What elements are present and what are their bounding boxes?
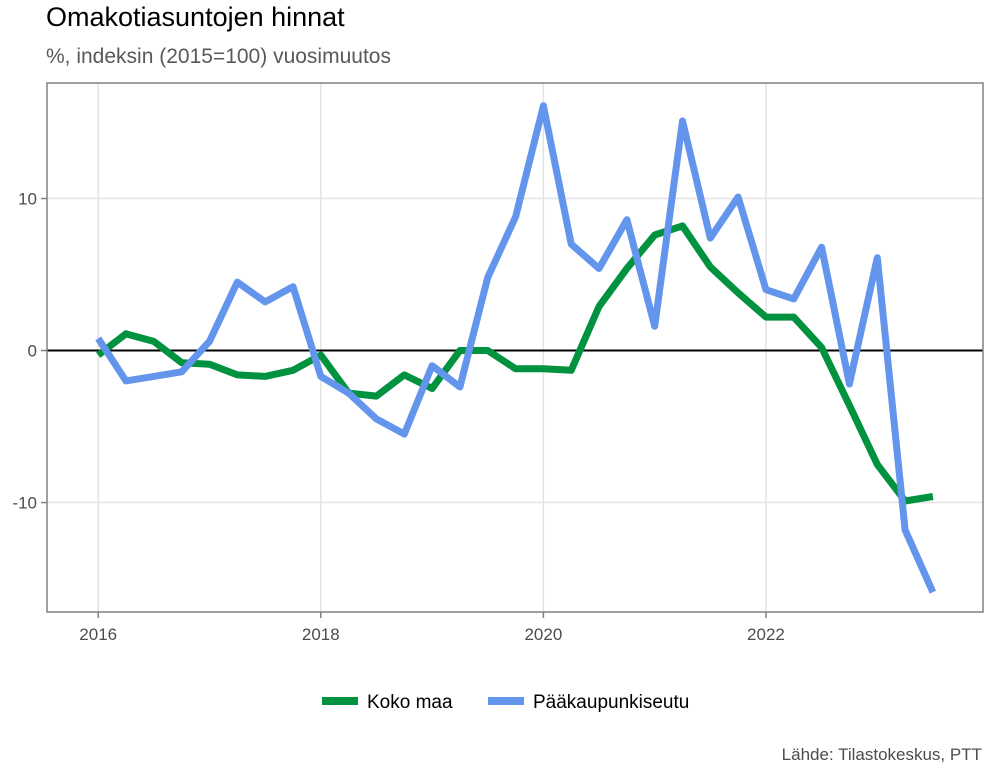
series-lines <box>95 102 937 594</box>
y-axis: -10 0 10 <box>12 190 47 513</box>
chart-title: Omakotiasuntojen hinnat <box>46 2 345 32</box>
x-tick-label: 2016 <box>79 625 117 644</box>
x-tick-label: 2022 <box>747 625 785 644</box>
series-line-2 <box>95 102 937 594</box>
plot-panel-border <box>46 82 984 613</box>
legend-key-1 <box>322 697 358 705</box>
legend-label-1: Koko maa <box>367 692 453 713</box>
y-tick-label: -10 <box>12 494 37 513</box>
chart-subtitle: %, indeksin (2015=100) vuosimuutos <box>46 45 391 68</box>
x-tick-label: 2020 <box>524 625 562 644</box>
y-tick-label: 10 <box>18 190 37 209</box>
x-tick-label: 2018 <box>302 625 340 644</box>
y-tick-label: 0 <box>28 342 37 361</box>
caption-source: Lähde: Tilastokeskus, PTT <box>782 745 982 764</box>
legend: Koko maa Pääkaupunkiseutu <box>322 692 689 713</box>
x-axis: 2016 2018 2020 2022 <box>79 612 785 644</box>
legend-label-2: Pääkaupunkiseutu <box>533 692 689 713</box>
series-line-1 <box>96 222 934 505</box>
legend-key-2 <box>488 697 524 705</box>
